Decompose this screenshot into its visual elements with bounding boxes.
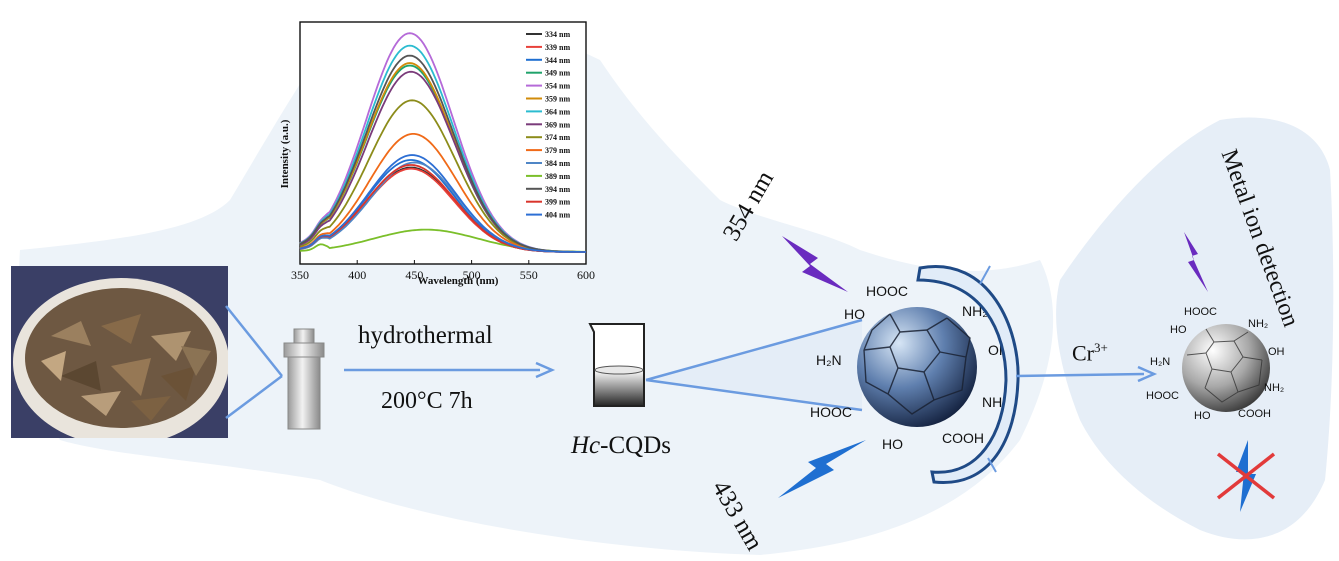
curve-404-nm xyxy=(299,154,586,253)
group-ho-bottom: HO xyxy=(882,436,903,452)
group-hooc-top: HOOC xyxy=(866,283,908,299)
product-label-italic: Hc xyxy=(571,432,601,459)
group-nh2-right: NH₂ xyxy=(982,394,1008,410)
small-group-hooc-top: HOOC xyxy=(1184,306,1217,318)
legend-label: 384 nm xyxy=(545,159,570,168)
emission-curves xyxy=(299,32,587,253)
legend-label: 349 nm xyxy=(545,69,570,78)
small-group-oh-right: OH xyxy=(1268,346,1285,358)
legend-label: 369 nm xyxy=(545,120,570,129)
small-group-nh2-top: NH₂ xyxy=(1248,318,1269,330)
product-label-rest: -CQDs xyxy=(600,432,671,459)
conditions-label: 200°C 7h xyxy=(381,388,473,414)
beaker-icon xyxy=(588,323,645,407)
photo-connector-lines xyxy=(225,305,283,419)
x-tick-labels: 350 400 450 500 550 600 xyxy=(291,260,595,282)
ion-arrow xyxy=(1015,365,1158,383)
group-ho-left: HO xyxy=(844,306,865,322)
small-group-ho-left: HO xyxy=(1170,324,1187,336)
small-group-h2n-left: H₂N xyxy=(1150,356,1171,368)
legend-label: 339 nm xyxy=(545,43,570,52)
legend-label: 389 nm xyxy=(545,172,570,181)
legend-label: 374 nm xyxy=(545,133,570,142)
x-tick-label: 350 xyxy=(291,268,309,282)
small-group-nh2-right: NH₂ xyxy=(1264,382,1285,394)
ion-symbol: Cr xyxy=(1072,340,1094,366)
ion-label: Cr3+ xyxy=(1072,340,1108,366)
group-h2n-left: H₂N xyxy=(816,352,842,368)
legend-label: 334 nm xyxy=(545,30,570,39)
legend-label: 354 nm xyxy=(545,82,570,91)
x-tick-label: 500 xyxy=(463,268,481,282)
right-background-blob xyxy=(1056,117,1334,540)
small-group-cooh-bottom: COOH xyxy=(1238,408,1271,420)
legend-label: 394 nm xyxy=(545,185,570,194)
legend-label: 364 nm xyxy=(545,107,570,116)
small-purple-bolt-icon xyxy=(1184,232,1208,292)
hydrothermal-label: hydrothermal xyxy=(358,322,493,349)
x-tick-label: 400 xyxy=(348,268,366,282)
legend-label: 344 nm xyxy=(545,56,570,65)
y-axis-label: Intensity (a.u.) xyxy=(279,119,291,188)
x-tick-label: 600 xyxy=(577,268,595,282)
small-group-ho-bottom: HO xyxy=(1194,410,1211,422)
beam-lines xyxy=(645,318,863,412)
carbon-dot-sphere xyxy=(857,307,977,427)
x-tick-label: 550 xyxy=(520,268,538,282)
detection-arc xyxy=(916,265,1020,484)
main-background-blob xyxy=(19,22,1054,556)
product-label: Hc-CQDs xyxy=(571,432,671,460)
legend-label: 359 nm xyxy=(545,95,570,104)
curve-394-nm xyxy=(299,54,586,253)
autoclave-icon xyxy=(283,328,325,430)
excitation-bolt-icon xyxy=(782,236,848,292)
herb-photo xyxy=(11,266,228,438)
blocked-emission-icon xyxy=(1216,440,1276,512)
legend-label: 379 nm xyxy=(545,146,570,155)
small-group-hooc-left: HOOC xyxy=(1146,390,1179,402)
x-axis-label: Wavelength (nm) xyxy=(418,275,499,287)
ion-charge: 3+ xyxy=(1094,340,1108,355)
legend: 334 nm 339 nm 344 nm 349 nm 354 nm 359 nm 364 … xyxy=(526,30,570,220)
quenched-carbon-dot xyxy=(1182,324,1270,412)
group-cooh-bottom: COOH xyxy=(942,430,984,446)
hydrothermal-arrow xyxy=(344,361,556,379)
group-hooc-left: HOOC xyxy=(810,404,852,420)
legend-label: 404 nm xyxy=(545,211,570,220)
x-tick-label: 450 xyxy=(405,268,423,282)
emission-bolt-icon xyxy=(778,440,866,498)
legend-label: 399 nm xyxy=(545,198,570,207)
fluorescence-chart: 350 400 450 500 550 600 334 nm 339 nm 344 nm 349… xyxy=(279,21,595,287)
